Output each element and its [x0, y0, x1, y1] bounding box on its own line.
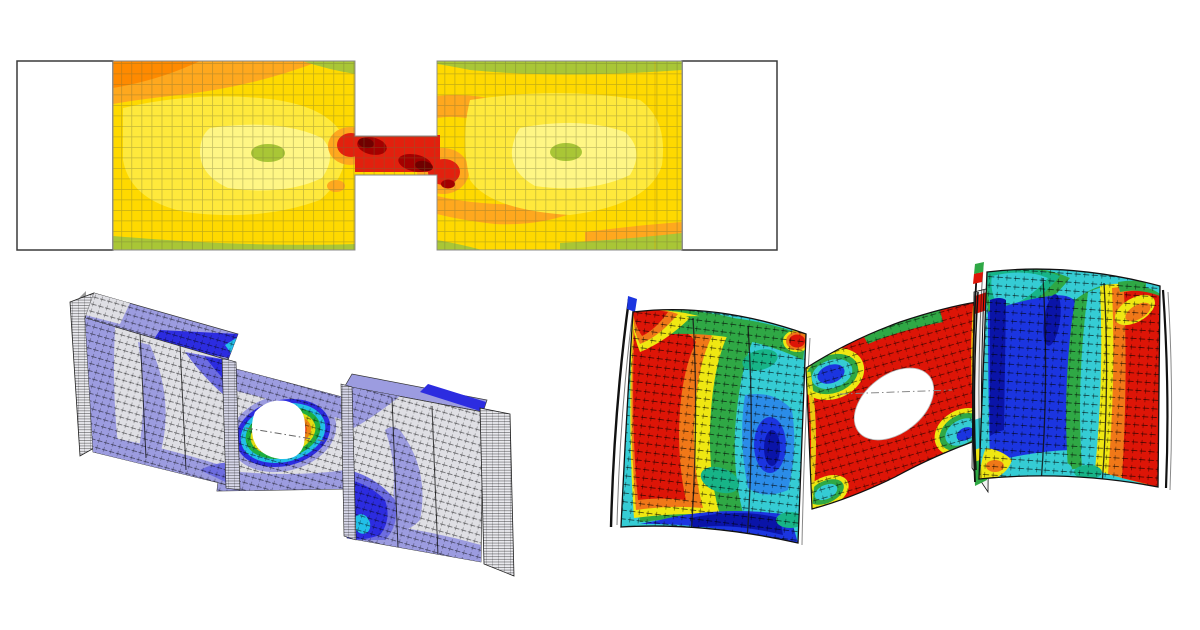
buckled-edge-plate [972, 267, 978, 483]
end-plate-mesh [480, 408, 514, 576]
bl-bridge-web [216, 367, 347, 492]
fe-mesh [979, 269, 1160, 487]
fe-mesh [621, 309, 806, 543]
right-grip-block [681, 60, 778, 251]
buckled-edge-plate [609, 298, 631, 528]
br-bridge-web [805, 301, 984, 510]
buckled-edge-plate [973, 291, 979, 471]
fe-mesh-grid [113, 61, 682, 250]
seam-mesh [341, 384, 356, 540]
plate-tip [974, 262, 984, 274]
left-grip-block [16, 60, 114, 251]
buckled-edge-plate [978, 265, 984, 479]
br-left-block [620, 308, 811, 546]
specimen-outline [112, 60, 683, 251]
stress-contour-field-2d [113, 61, 682, 250]
buckled-edge-plate [616, 300, 635, 526]
buckled-edge-plate [801, 337, 811, 546]
block-outline [620, 308, 807, 544]
bl-right-block [340, 373, 515, 577]
buckled-edge-plate [1161, 289, 1169, 489]
bl-left-front-face [84, 317, 237, 488]
block-outline [978, 268, 1161, 488]
web-hole [853, 367, 935, 441]
plate-tip [627, 296, 637, 312]
panel-bottom-right-3d [609, 262, 1173, 546]
symmetry-axis-line [839, 389, 953, 395]
fe-mesh [345, 386, 483, 562]
contour-blob [420, 384, 486, 412]
web-hole [251, 400, 306, 460]
panel-bottom-left-3d [69, 292, 515, 577]
br-right-block [978, 268, 1161, 488]
bl-left-block [69, 292, 241, 491]
bl-right-front-face [344, 385, 484, 563]
seam-mesh [222, 358, 240, 490]
panel-top-2d-contour [16, 60, 778, 298]
buckled-edge-plate [1167, 291, 1173, 491]
plate-tip [973, 272, 983, 284]
